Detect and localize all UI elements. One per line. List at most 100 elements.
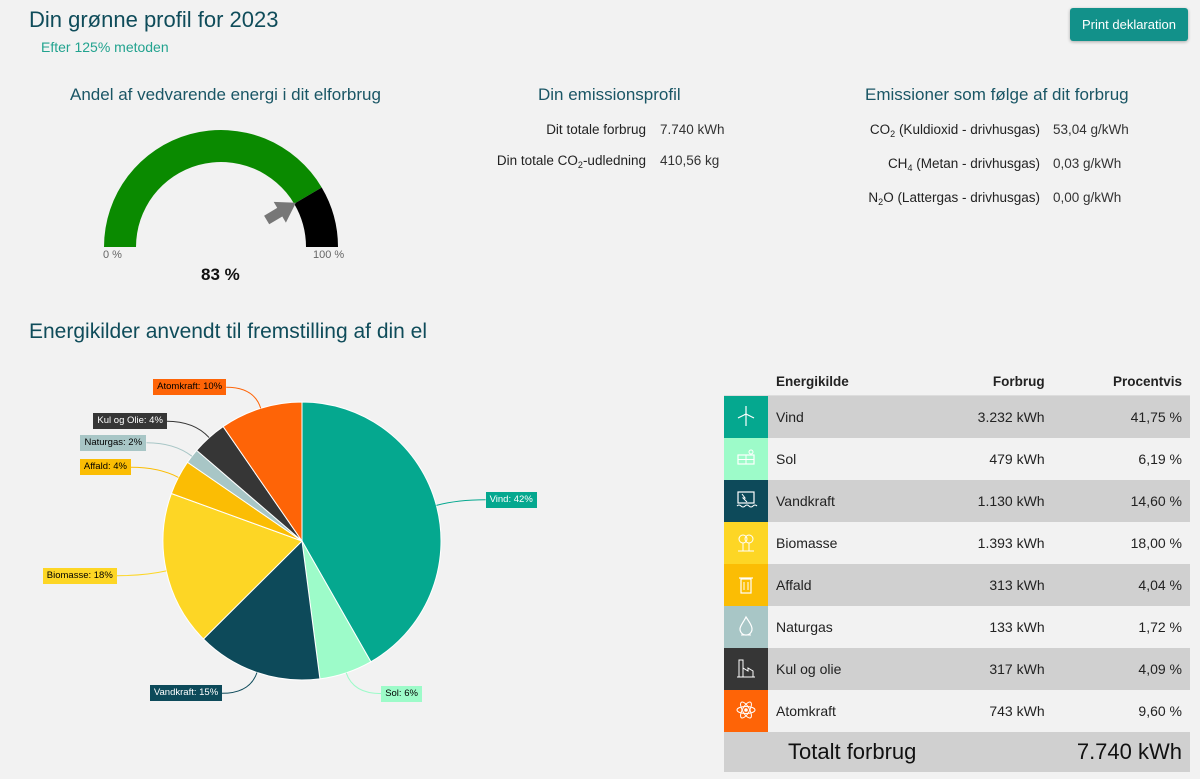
pie-label-atomkraft: Atomkraft: 10% xyxy=(153,379,227,396)
source-percent: 18,00 % xyxy=(1044,522,1190,564)
wind-turbine-icon xyxy=(737,405,755,426)
table-row: Vandkraft 1.130 kWh 14,60 % xyxy=(724,480,1190,522)
pie-slice-vandkraft[interactable] xyxy=(202,539,321,681)
source-name: Atomkraft xyxy=(768,690,959,732)
pie-slice-atomkraft[interactable] xyxy=(222,401,303,543)
table-header-row: Energikilde Forbrug Procentvis xyxy=(724,367,1190,396)
pie-label-naturgas: Naturgas: 2% xyxy=(80,434,147,451)
pie-leader-line xyxy=(226,386,262,409)
solar-panel-icon xyxy=(737,449,755,465)
gauge-filled-arc xyxy=(104,129,322,247)
source-name: Vandkraft xyxy=(768,480,959,522)
consumption-emissions-title: Emissioner som følge af dit forbrug xyxy=(865,85,1129,104)
source-icon-cell xyxy=(724,606,768,648)
page-subtitle: Efter 125% metoden xyxy=(41,39,169,55)
pie-leader-line xyxy=(436,499,486,506)
hydro-dam-icon xyxy=(736,490,758,507)
source-usage: 3.232 kWh xyxy=(958,395,1045,438)
n2o-value: 0,00 g/kWh xyxy=(1053,190,1122,205)
source-icon-cell xyxy=(724,480,768,522)
pie-leader-line xyxy=(146,442,193,457)
source-name: Biomasse xyxy=(768,522,959,564)
pie-label-affald: Affald: 4% xyxy=(79,459,131,476)
pie-label-vandkraft: Vandkraft: 15% xyxy=(149,685,223,702)
trash-can-icon xyxy=(739,576,753,594)
source-percent: 1,72 % xyxy=(1044,606,1190,648)
pie-leader-line xyxy=(345,672,382,695)
ch4-label: CH4 (Metan - drivhusgas) xyxy=(887,156,1040,173)
header-usage: Forbrug xyxy=(958,367,1045,396)
source-name: Naturgas xyxy=(768,606,959,648)
header-source: Energikilde xyxy=(768,367,959,396)
source-icon-cell xyxy=(724,648,768,690)
co2-label: CO2 (Kuldioxid - drivhusgas) xyxy=(869,122,1040,139)
source-icon-cell xyxy=(724,564,768,606)
source-usage: 313 kWh xyxy=(958,564,1045,606)
energy-pie-chart xyxy=(116,386,486,695)
table-row: Atomkraft 743 kWh 9,60 % xyxy=(724,690,1190,732)
source-icon-cell xyxy=(724,522,768,564)
pie-label-vind: Vind: 42% xyxy=(485,491,537,508)
total-value: 7.740 kWh xyxy=(1044,732,1190,772)
pie-label-biomasse: Biomasse: 18% xyxy=(42,567,117,584)
source-usage: 479 kWh xyxy=(958,438,1045,480)
source-usage: 317 kWh xyxy=(958,648,1045,690)
n2o-label: N2O (Lattergas - drivhusgas) xyxy=(868,190,1040,207)
pie-leader-line xyxy=(221,672,258,694)
total-co2-value: 410,56 kg xyxy=(660,153,720,168)
pie-leader-line xyxy=(130,466,179,478)
print-declaration-button[interactable]: Print deklaration xyxy=(1070,8,1188,41)
pie-label-kul-og-olie: Kul og Olie: 4% xyxy=(93,413,167,430)
source-icon-cell xyxy=(724,438,768,480)
table-row: Kul og olie 317 kWh 4,09 % xyxy=(724,648,1190,690)
gas-flame-icon xyxy=(739,615,753,636)
gauge-title: Andel af vedvarende energi i dit elforbr… xyxy=(70,85,381,104)
energy-sources-title: Energikilder anvendt til fremstilling af… xyxy=(29,320,428,343)
gauge-max-label: 100 % xyxy=(313,249,345,261)
total-row: Totalt forbrug 7.740 kWh xyxy=(724,732,1190,772)
source-percent: 4,04 % xyxy=(1044,564,1190,606)
total-usage-label: Dit totale forbrug xyxy=(546,122,646,137)
biomass-icon xyxy=(738,534,754,551)
source-percent: 4,09 % xyxy=(1044,648,1190,690)
source-name: Kul og olie xyxy=(768,648,959,690)
source-name: Affald xyxy=(768,564,959,606)
pie-leader-line xyxy=(116,570,167,577)
ch4-value: 0,03 g/kWh xyxy=(1053,156,1122,171)
table-row: Sol 479 kWh 6,19 % xyxy=(724,438,1190,480)
atom-icon xyxy=(736,701,756,718)
header-percent: Procentvis xyxy=(1044,367,1190,396)
table-row: Biomasse 1.393 kWh 18,00 % xyxy=(724,522,1190,564)
source-percent: 14,60 % xyxy=(1044,480,1190,522)
total-usage-value: 7.740 kWh xyxy=(660,122,725,137)
source-percent: 9,60 % xyxy=(1044,690,1190,732)
gauge-arrow-icon xyxy=(264,201,296,225)
source-usage: 133 kWh xyxy=(958,606,1045,648)
total-co2-label: Din totale CO2-udledning xyxy=(496,153,646,170)
table-row: Affald 313 kWh 4,04 % xyxy=(724,564,1190,606)
pie-slice-vind[interactable] xyxy=(301,401,442,663)
energy-sources-table: Energikilde Forbrug Procentvis Vind 3.232… xyxy=(724,367,1190,772)
page-title: Din grønne profil for 2023 xyxy=(29,7,279,32)
gauge-value: 83 % xyxy=(201,265,240,284)
source-icon-cell xyxy=(724,395,768,438)
source-usage: 743 kWh xyxy=(958,690,1045,732)
pie-label-sol: Sol: 6% xyxy=(381,685,422,702)
source-name: Sol xyxy=(768,438,959,480)
factory-icon xyxy=(737,659,755,677)
source-usage: 1.130 kWh xyxy=(958,480,1045,522)
source-percent: 41,75 % xyxy=(1044,395,1190,438)
total-label: Totalt forbrug xyxy=(768,732,959,772)
gauge-rest-arc xyxy=(294,187,338,247)
table-row: Naturgas 133 kWh 1,72 % xyxy=(724,606,1190,648)
table-row: Vind 3.232 kWh 41,75 % xyxy=(724,395,1190,438)
source-usage: 1.393 kWh xyxy=(958,522,1045,564)
gauge-min-label: 0 % xyxy=(103,249,122,261)
source-icon-cell xyxy=(724,690,768,732)
pie-leader-line xyxy=(166,420,210,438)
renewable-gauge xyxy=(104,129,338,247)
co2-value: 53,04 g/kWh xyxy=(1053,122,1129,137)
source-percent: 6,19 % xyxy=(1044,438,1190,480)
pie-slice-biomasse[interactable] xyxy=(162,492,303,640)
emission-profile-title: Din emissionsprofil xyxy=(538,85,681,104)
